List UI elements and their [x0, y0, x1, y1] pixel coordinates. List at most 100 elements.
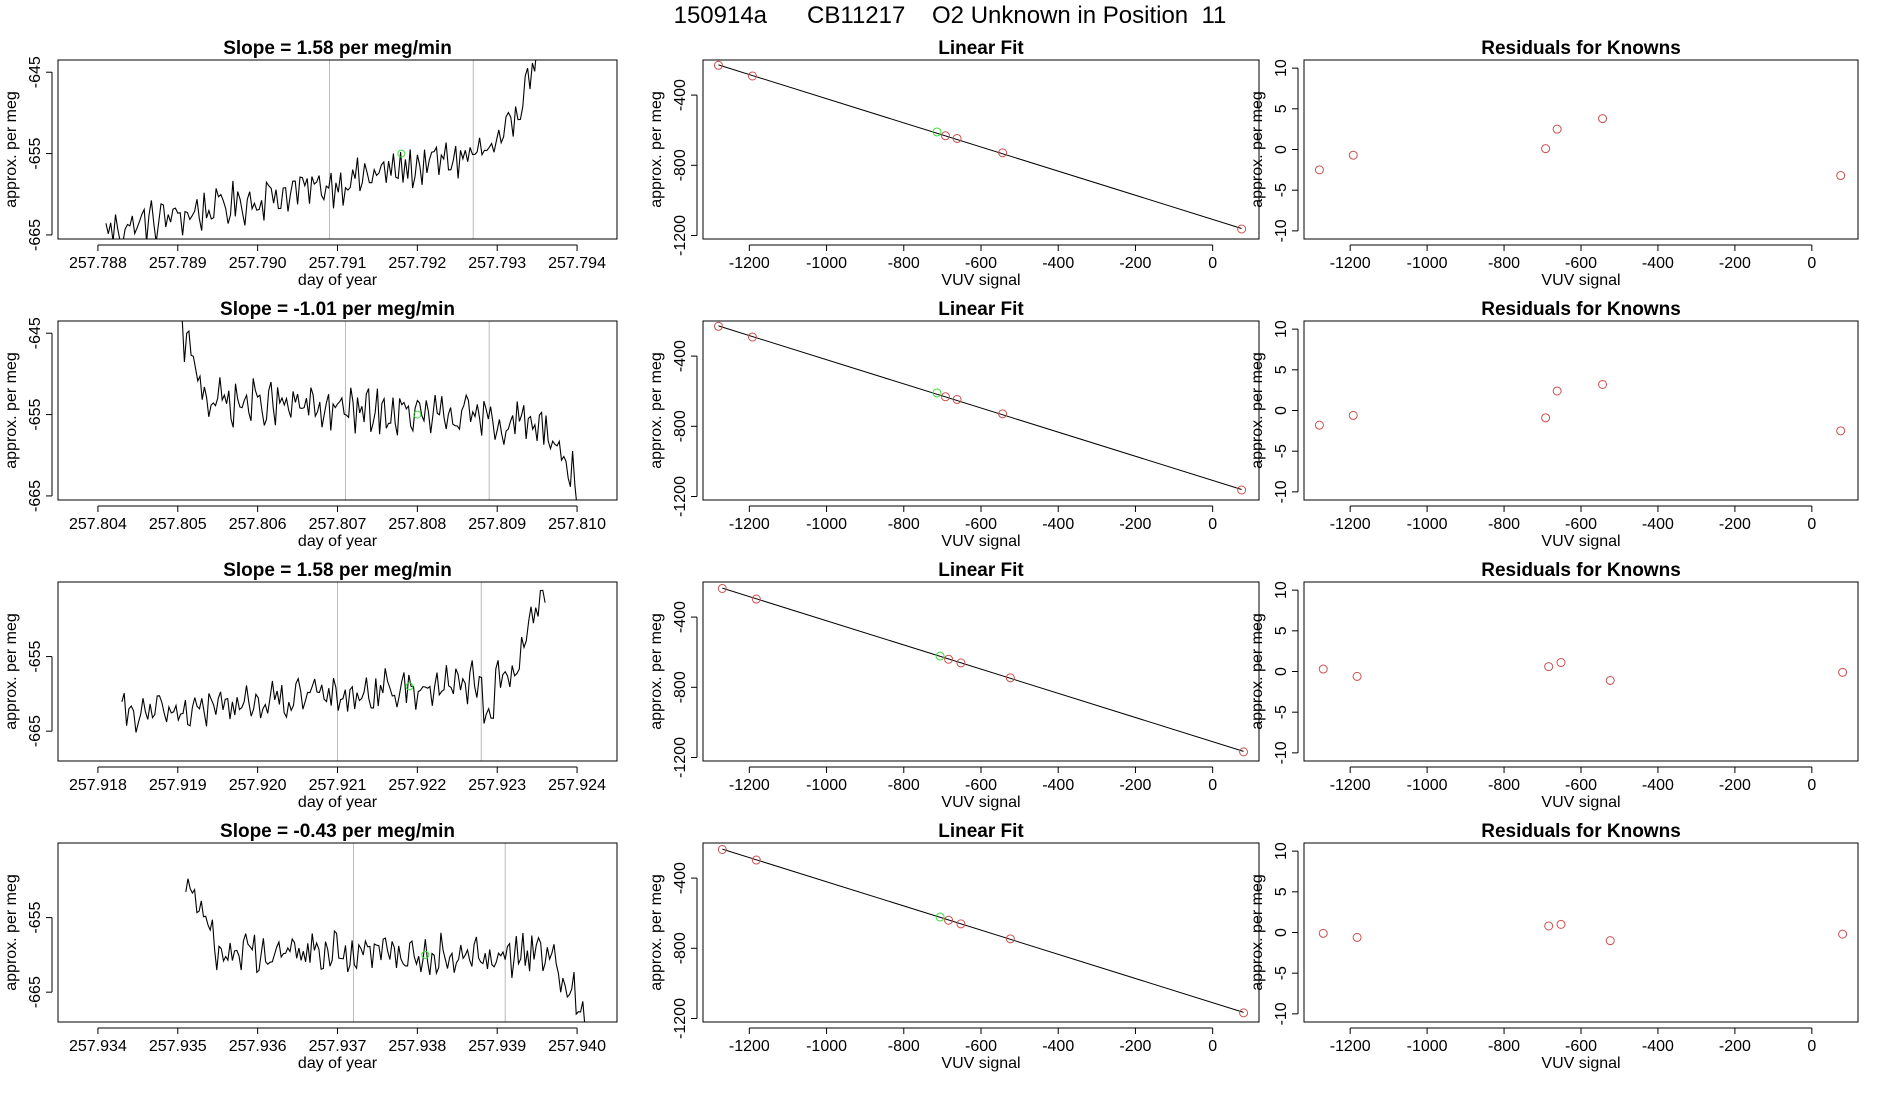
x-tick-label: -400	[1642, 777, 1674, 794]
known-point	[751, 594, 761, 604]
x-tick-label: -600	[1565, 777, 1597, 794]
x-tick-label: 0	[1208, 777, 1217, 794]
residual-point	[1836, 426, 1846, 436]
plot-frame	[57, 320, 618, 501]
chart-panel-time-series: Slope = 1.58 per meg/min 257.788 257.789 25…	[3, 38, 618, 289]
x-tick-label: -1000	[1407, 516, 1448, 533]
plot-frame	[57, 581, 618, 762]
residual-point	[1314, 165, 1324, 175]
x-tick-label: 257.936	[229, 1038, 287, 1055]
series-line	[185, 878, 586, 1022]
y-tick-label: -10	[1273, 219, 1290, 242]
page-title: 150914a CB11217 O2 Unknown in Position 1…	[673, 2, 1227, 29]
x-tick-label: 257.804	[69, 516, 127, 533]
y-tick-label: 10	[1273, 842, 1290, 860]
unknown-point	[935, 912, 945, 922]
y-tick-label: -5	[1273, 966, 1290, 980]
y-tick-label: -1200	[672, 737, 689, 778]
known-point	[940, 392, 950, 402]
x-tick-label: -1000	[806, 777, 847, 794]
y-axis-label: approx. per meg	[648, 91, 665, 208]
y-tick-label: 10	[1273, 581, 1290, 599]
residual-point	[1552, 124, 1562, 134]
y-tick-label: -655	[27, 640, 44, 672]
fit-line	[718, 325, 1242, 490]
x-tick-label: -800	[1488, 255, 1520, 272]
y-tick-label: -1200	[672, 476, 689, 517]
x-tick-label: 257.940	[548, 1038, 606, 1055]
known-point	[1005, 934, 1015, 944]
y-tick-label: -655	[27, 901, 44, 933]
x-tick-label: -600	[965, 516, 997, 533]
x-tick-label: 0	[1208, 255, 1217, 272]
residual-point	[1598, 114, 1608, 124]
known-point	[952, 133, 962, 143]
x-axis-label: VUV signal	[1541, 533, 1620, 550]
residual-point	[1556, 658, 1566, 668]
x-tick-label: -600	[1565, 516, 1597, 533]
known-point	[998, 148, 1008, 158]
x-tick-label: -400	[1042, 1038, 1074, 1055]
chart-panel-residuals: Residuals for Knowns-1200 -1000 -800 -600 -4…	[1249, 299, 1859, 550]
x-tick-label: -600	[965, 777, 997, 794]
known-point	[717, 583, 727, 593]
x-tick-label: -400	[1642, 1038, 1674, 1055]
y-axis-label: approx. per meg	[3, 613, 20, 730]
known-point	[1237, 485, 1247, 495]
residual-point	[1552, 386, 1562, 396]
unknown-point	[932, 388, 942, 398]
series-line	[105, 60, 537, 239]
residual-point	[1605, 675, 1615, 685]
chart-title: Linear Fit	[938, 299, 1024, 320]
residual-point	[1318, 664, 1328, 674]
residual-point	[1348, 150, 1358, 160]
y-axis-label: approx. per meg	[1249, 91, 1266, 208]
known-point	[1239, 1008, 1249, 1018]
x-tick-label: -200	[1119, 777, 1151, 794]
y-axis-label: approx. per meg	[1249, 613, 1266, 730]
residual-point	[1605, 936, 1615, 946]
y-axis-label: approx. per meg	[1249, 874, 1266, 991]
fit-line	[722, 587, 1244, 752]
y-tick-label: -645	[27, 56, 44, 88]
x-tick-label: 257.923	[468, 777, 526, 794]
chart-title: Residuals for Knowns	[1481, 299, 1681, 320]
y-tick-label: 10	[1273, 59, 1290, 77]
x-tick-label: 257.808	[388, 516, 446, 533]
chart-title: Slope = -1.01 per meg/min	[220, 299, 455, 320]
known-point	[956, 919, 966, 929]
y-tick-label: -800	[672, 149, 689, 181]
chart-title: Slope = 1.58 per meg/min	[223, 38, 452, 59]
residual-point	[1541, 413, 1551, 423]
residual-point	[1318, 928, 1328, 938]
known-point	[952, 394, 962, 404]
y-tick-label: -400	[672, 601, 689, 633]
y-tick-label: 5	[1273, 626, 1290, 635]
x-axis-label: VUV signal	[941, 533, 1020, 550]
y-axis-label: approx. per meg	[648, 352, 665, 469]
x-tick-label: -200	[1119, 516, 1151, 533]
unknown-marker	[405, 682, 414, 691]
x-tick-label: -200	[1119, 255, 1151, 272]
x-tick-label: 257.794	[548, 255, 606, 272]
x-tick-label: -600	[1565, 1038, 1597, 1055]
x-tick-label: 257.805	[149, 516, 207, 533]
plot-frame	[57, 842, 618, 1023]
y-tick-label: 0	[1273, 406, 1290, 415]
residual-point	[1541, 144, 1551, 154]
y-tick-label: -665	[27, 715, 44, 747]
chart-panel-residuals: Residuals for Knowns-1200 -1000 -800 -600 -4…	[1249, 821, 1859, 1072]
x-tick-label: -1200	[729, 516, 770, 533]
known-point	[713, 321, 723, 331]
residual-point	[1314, 420, 1324, 430]
unknown-marker	[413, 410, 422, 419]
x-tick-label: -800	[1488, 1038, 1520, 1055]
x-tick-label: 257.810	[548, 516, 606, 533]
unknown-point	[935, 651, 945, 661]
x-tick-label: -1000	[1407, 255, 1448, 272]
x-tick-label: 257.919	[149, 777, 207, 794]
x-tick-label: -800	[888, 1038, 920, 1055]
chart-title: Linear Fit	[938, 38, 1024, 59]
y-tick-label: -1200	[672, 215, 689, 256]
